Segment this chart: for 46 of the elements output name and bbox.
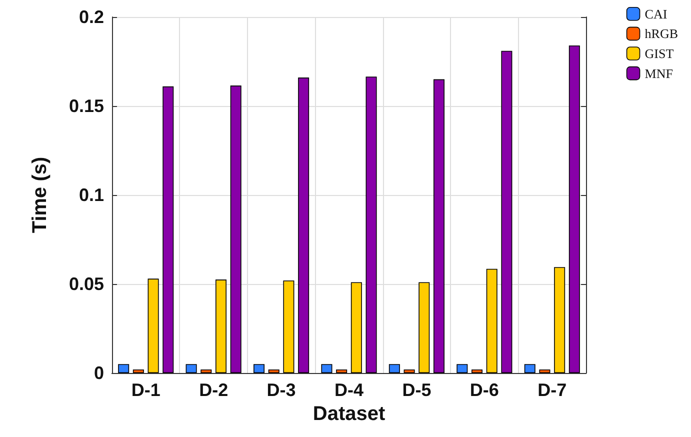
x-tick-label: D-3 bbox=[266, 380, 296, 400]
x-tick-label: D-2 bbox=[199, 380, 228, 400]
bar bbox=[418, 282, 430, 373]
y-axis-title: Time (s) bbox=[29, 156, 51, 234]
y-tick-label: 0 bbox=[94, 363, 104, 383]
legend-label: GIST bbox=[644, 46, 674, 61]
bar bbox=[501, 50, 512, 373]
bar bbox=[148, 278, 159, 373]
bar bbox=[283, 280, 294, 373]
y-tick-label: 0.15 bbox=[68, 96, 104, 116]
bar bbox=[186, 364, 197, 373]
bar bbox=[456, 364, 468, 373]
legend-label: CAI bbox=[644, 6, 668, 22]
bar bbox=[321, 364, 332, 373]
bar bbox=[298, 78, 310, 373]
bar bbox=[118, 364, 130, 373]
bar bbox=[404, 369, 415, 373]
bar bbox=[350, 282, 362, 373]
bar bbox=[524, 364, 536, 373]
legend-label: MNF bbox=[644, 66, 673, 81]
bar bbox=[366, 76, 377, 373]
bar bbox=[230, 86, 242, 373]
x-tick-label: D-5 bbox=[402, 380, 432, 400]
bar bbox=[554, 267, 566, 373]
bar bbox=[388, 364, 400, 373]
bar bbox=[433, 79, 444, 373]
bar bbox=[132, 369, 144, 373]
legend-label: hRGB bbox=[644, 26, 678, 42]
bar bbox=[268, 369, 280, 373]
y-tick-label: 0.1 bbox=[78, 185, 104, 205]
bar bbox=[336, 369, 348, 373]
x-tick-label: D-7 bbox=[538, 380, 567, 400]
y-tick-label: 0.05 bbox=[68, 274, 104, 294]
bar bbox=[162, 86, 174, 373]
x-tick-label: D-6 bbox=[470, 380, 499, 400]
bar bbox=[200, 369, 212, 373]
bar bbox=[568, 45, 580, 373]
y-tick-label: 0.2 bbox=[78, 7, 104, 27]
bar bbox=[215, 280, 226, 373]
bar bbox=[486, 268, 498, 373]
x-tick-label: D-4 bbox=[334, 380, 364, 400]
x-axis-title: Dataset bbox=[312, 402, 386, 425]
bar bbox=[472, 369, 483, 373]
bar bbox=[254, 364, 265, 373]
x-tick-label: D-1 bbox=[131, 380, 160, 400]
bar bbox=[539, 369, 550, 373]
